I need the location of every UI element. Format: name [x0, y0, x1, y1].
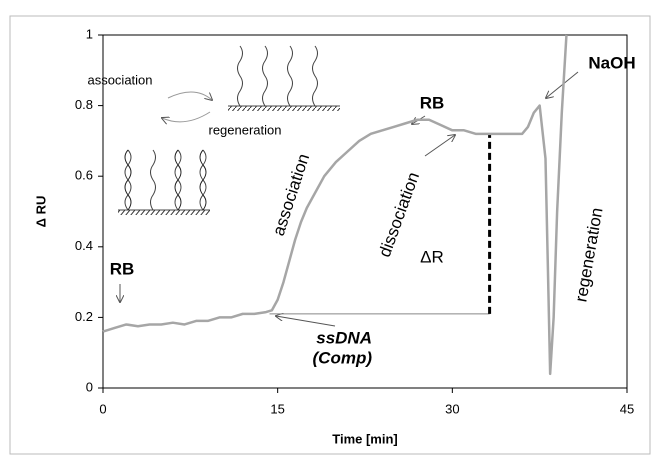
data-line	[102, 34, 568, 376]
y-tick-label: 1	[86, 26, 93, 41]
arrows	[120, 71, 579, 327]
plot-area	[102, 34, 628, 389]
schematic	[118, 45, 340, 215]
y-tick-label: 0.8	[75, 97, 93, 112]
annotation: regeneration	[571, 206, 606, 303]
annotation: RB	[110, 259, 135, 278]
x-axis-label: Time [min]	[332, 431, 398, 446]
annotation: regeneration	[209, 122, 282, 137]
annotation: RB	[420, 93, 445, 112]
y-tick-label: 0.6	[75, 168, 93, 183]
y-tick-label: 0.4	[75, 238, 93, 253]
annotation: ΔR	[420, 247, 444, 266]
y-tick-label: 0.2	[75, 309, 93, 324]
annotation: association	[269, 151, 313, 238]
x-tick-label: 45	[620, 401, 634, 416]
annotation: NaOH	[588, 53, 635, 72]
annotation: ssDNA	[316, 328, 372, 347]
y-tick-label: 0	[86, 379, 93, 394]
y-axis-label: Δ RU	[33, 196, 48, 228]
x-tick-label: 15	[270, 401, 284, 416]
frame	[9, 15, 651, 455]
annotation: (Comp)	[313, 348, 373, 367]
annotation: association	[87, 72, 152, 87]
x-tick-label: 30	[445, 401, 459, 416]
annotation: dissociation	[375, 170, 423, 260]
x-tick-label: 0	[99, 401, 106, 416]
